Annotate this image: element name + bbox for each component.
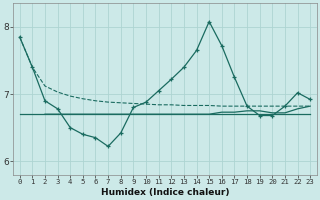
X-axis label: Humidex (Indice chaleur): Humidex (Indice chaleur) [101,188,229,197]
